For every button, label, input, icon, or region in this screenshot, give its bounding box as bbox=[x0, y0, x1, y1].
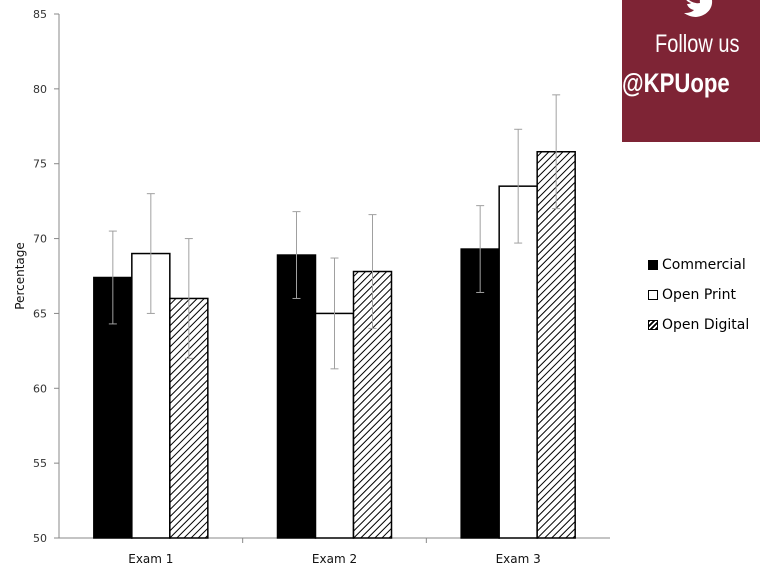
x-category-label: Exam 2 bbox=[312, 552, 357, 566]
x-category-label: Exam 3 bbox=[496, 552, 541, 566]
legend-swatch-open-print bbox=[648, 290, 658, 300]
y-tick-label: 60 bbox=[33, 382, 47, 395]
social-follow-text: Follow us bbox=[655, 30, 740, 58]
bar-commercial-3 bbox=[460, 248, 500, 539]
legend-swatch-commercial bbox=[648, 260, 658, 270]
bar-open-digital-3 bbox=[536, 150, 576, 539]
legend-label-open-digital: Open Digital bbox=[662, 317, 750, 333]
legend: Commercial Open Print Open Digital bbox=[648, 250, 749, 340]
y-axis-title: Percentage bbox=[13, 242, 27, 310]
legend-label-commercial: Commercial bbox=[662, 257, 746, 273]
twitter-bird-icon bbox=[682, 0, 718, 24]
legend-swatch-open-digital bbox=[648, 320, 658, 330]
y-tick-label: 50 bbox=[33, 532, 47, 545]
legend-item-commercial: Commercial bbox=[648, 250, 749, 280]
y-tick-label: 75 bbox=[33, 158, 47, 171]
legend-item-open-print: Open Print bbox=[648, 280, 749, 310]
y-tick-label: 70 bbox=[33, 233, 47, 246]
social-handle-text[interactable]: @KPUope bbox=[622, 68, 730, 98]
x-category-label: Exam 1 bbox=[128, 552, 173, 566]
y-tick-label: 85 bbox=[33, 8, 47, 21]
y-tick-label: 80 bbox=[33, 83, 47, 96]
social-banner[interactable]: Follow us @KPUope bbox=[622, 0, 760, 142]
y-tick-label: 55 bbox=[33, 457, 47, 470]
y-tick-label: 65 bbox=[33, 307, 47, 320]
legend-item-open-digital: Open Digital bbox=[648, 310, 749, 340]
legend-label-open-print: Open Print bbox=[662, 287, 737, 303]
